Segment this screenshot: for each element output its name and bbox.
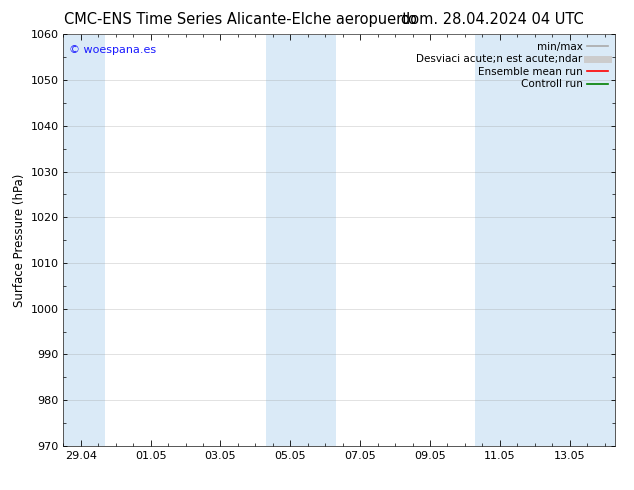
Y-axis label: Surface Pressure (hPa): Surface Pressure (hPa): [13, 173, 26, 307]
Text: CMC-ENS Time Series Alicante-Elche aeropuerto: CMC-ENS Time Series Alicante-Elche aerop…: [65, 12, 417, 27]
Text: © woespana.es: © woespana.es: [69, 45, 156, 54]
Legend: min/max, Desviaci acute;n est acute;ndar, Ensemble mean run, Controll run: min/max, Desviaci acute;n est acute;ndar…: [415, 40, 610, 92]
Bar: [476, 34, 615, 446]
Bar: [266, 34, 335, 446]
Bar: [63, 34, 105, 446]
Text: dom. 28.04.2024 04 UTC: dom. 28.04.2024 04 UTC: [401, 12, 583, 27]
